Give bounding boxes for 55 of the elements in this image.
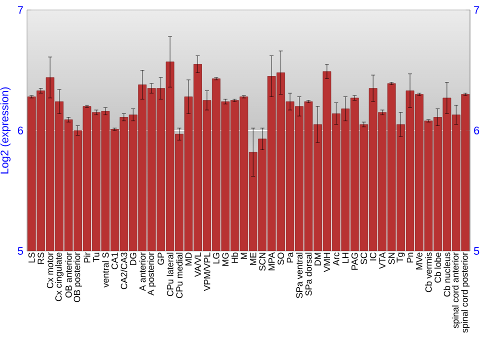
x-tick-label: spinal cord posterior — [461, 252, 470, 333]
x-tick-label: ME — [250, 252, 256, 265]
x-tick-label: DG — [130, 252, 136, 265]
x-tick-label: RS — [38, 252, 44, 264]
x-tick-label: Tg — [396, 252, 405, 262]
x-tick-label: MVe — [416, 252, 422, 270]
x-tick-label: Hb — [231, 252, 238, 263]
x-tick-label: Pir — [84, 252, 90, 262]
x-tick-label: VMH — [324, 252, 330, 272]
y-axis-title: Log2 (expression) — [0, 87, 11, 174]
x-tick-label: PAG — [351, 252, 358, 270]
x-tick-label: CA1 — [112, 252, 118, 270]
x-tick-label: LG — [213, 252, 220, 264]
y-tick-label: 5 — [18, 247, 24, 255]
x-tick-label: Pa — [286, 252, 294, 262]
x-tick-label: CPu medial — [176, 252, 183, 298]
x-tick-label: Cb lobe — [434, 252, 441, 283]
x-tick-label: DM — [314, 252, 321, 266]
x-tick-label: VA/VL — [194, 252, 202, 277]
x-tick-label: VTA — [379, 252, 386, 269]
x-tick-label: GP — [158, 252, 164, 265]
x-tick-label: Cb nucleus — [444, 252, 450, 297]
x-tick-label: LH — [342, 252, 348, 263]
x-tick-label: A anterior — [139, 252, 146, 292]
x-tick-label: Cx cingulate — [55, 252, 64, 302]
x-tick-label: VPM/VPL — [204, 252, 210, 292]
x-tick-label: A posterior — [147, 252, 156, 296]
x-tick-label: MG — [222, 252, 229, 266]
x-tick-label: OB anterior — [65, 252, 72, 298]
x-tick-label: OB posterior — [74, 252, 82, 302]
x-tick-label: ventral S — [102, 252, 109, 288]
x-tick-label: CA2/CA3 — [120, 252, 128, 290]
x-tick-label: LS — [28, 252, 35, 262]
x-tick-label: SPa dorsal — [305, 252, 312, 296]
y2-tick-label: 6 — [474, 126, 480, 134]
x-tick-label: SCN — [259, 252, 266, 271]
x-tick-label: Cb vermis — [425, 252, 432, 292]
y2-tick-label: 7 — [474, 6, 480, 14]
x-tick-label: CPu lateral — [166, 252, 174, 296]
x-tick-label: Pn — [406, 252, 414, 262]
y2-tick-label: 5 — [474, 247, 480, 255]
y-tick-label: 7 — [18, 6, 23, 14]
x-tick-label: IC — [370, 252, 376, 260]
x-tick-label: MD — [185, 252, 192, 266]
x-tick-label: spinal cord anterior — [452, 252, 460, 328]
x-tick-label: Cx motor — [46, 252, 54, 288]
x-tick-label: SPa ventral — [296, 252, 303, 298]
x-tick-label: M — [240, 252, 247, 259]
x-tick-label: MPA — [268, 252, 275, 270]
y-tick-label: 6 — [18, 126, 23, 134]
x-tick-label: Arc — [333, 252, 340, 266]
x-tick-label: Tu — [93, 252, 100, 262]
x-tick-label: SN — [388, 252, 395, 264]
x-tick-label: SC — [360, 252, 368, 264]
x-tick-label: SO — [278, 252, 284, 265]
